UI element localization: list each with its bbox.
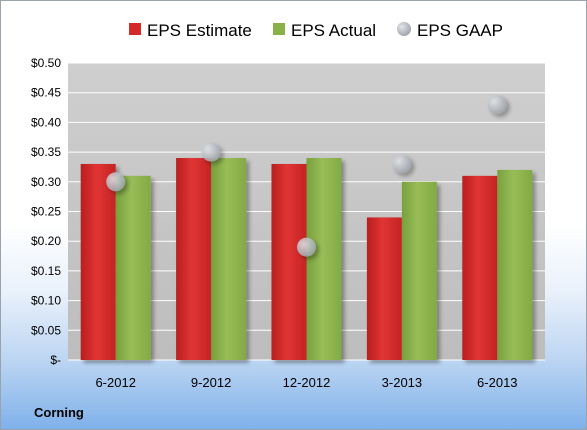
marker-eps-gaap bbox=[297, 237, 316, 257]
y-tick-label: $0.50 bbox=[31, 56, 61, 70]
y-tick-label: $0.30 bbox=[31, 175, 61, 189]
y-tick-label: $0.15 bbox=[31, 264, 61, 278]
x-tick-label: 9-2012 bbox=[191, 375, 231, 390]
x-tick-label: 6-2012 bbox=[95, 375, 135, 390]
x-tick-label: 6-2013 bbox=[477, 375, 517, 390]
y-tick-label: $0.35 bbox=[31, 145, 61, 159]
marker-eps-gaap bbox=[487, 95, 507, 115]
legend-swatch-eps-actual bbox=[273, 23, 285, 35]
legend-marker-eps-gaap bbox=[397, 22, 411, 36]
x-tick-label: 12-2012 bbox=[283, 375, 331, 390]
x-tick-label: 3-2013 bbox=[382, 375, 422, 390]
company-label: Corning bbox=[34, 405, 84, 420]
bar-eps-estimate bbox=[366, 217, 402, 360]
y-tick-label: $0.20 bbox=[31, 234, 61, 248]
marker-eps-gaap bbox=[106, 172, 126, 192]
x-axis: 6-2012 9-2012 12-2012 3-2013 6-2013 bbox=[95, 375, 517, 390]
legend-label-eps-estimate: EPS Estimate bbox=[147, 21, 252, 40]
y-tick-label: $0.45 bbox=[31, 86, 61, 100]
gaap-markers bbox=[106, 95, 507, 257]
y-tick-label: $0.05 bbox=[31, 323, 61, 337]
bars bbox=[80, 158, 533, 360]
marker-eps-gaap bbox=[201, 142, 221, 162]
bar-eps-actual bbox=[211, 158, 247, 360]
bar-eps-actual bbox=[306, 158, 342, 360]
y-tick-label: $0.40 bbox=[31, 115, 61, 129]
y-tick-label: $0.10 bbox=[31, 294, 61, 308]
legend-label-eps-gaap: EPS GAAP bbox=[417, 21, 503, 40]
bar-eps-actual bbox=[115, 175, 151, 360]
y-tick-label: $0.25 bbox=[31, 205, 61, 219]
bar-eps-estimate bbox=[80, 163, 116, 360]
marker-eps-gaap bbox=[392, 154, 412, 174]
bar-eps-actual bbox=[401, 181, 437, 360]
legend-swatch-eps-estimate bbox=[129, 23, 141, 35]
y-axis: $- $0.05 $0.10 $0.15 $0.20 $0.25 $0.30 $0.35 $0.… bbox=[31, 56, 61, 367]
bar-eps-estimate bbox=[462, 175, 498, 360]
bar-eps-estimate bbox=[271, 163, 307, 360]
bar-eps-actual bbox=[497, 169, 533, 360]
legend: EPS Estimate EPS Actual EPS GAAP bbox=[129, 21, 503, 40]
legend-label-eps-actual: EPS Actual bbox=[291, 21, 376, 40]
bar-eps-estimate bbox=[176, 158, 212, 360]
y-tick-label: $- bbox=[50, 353, 61, 367]
